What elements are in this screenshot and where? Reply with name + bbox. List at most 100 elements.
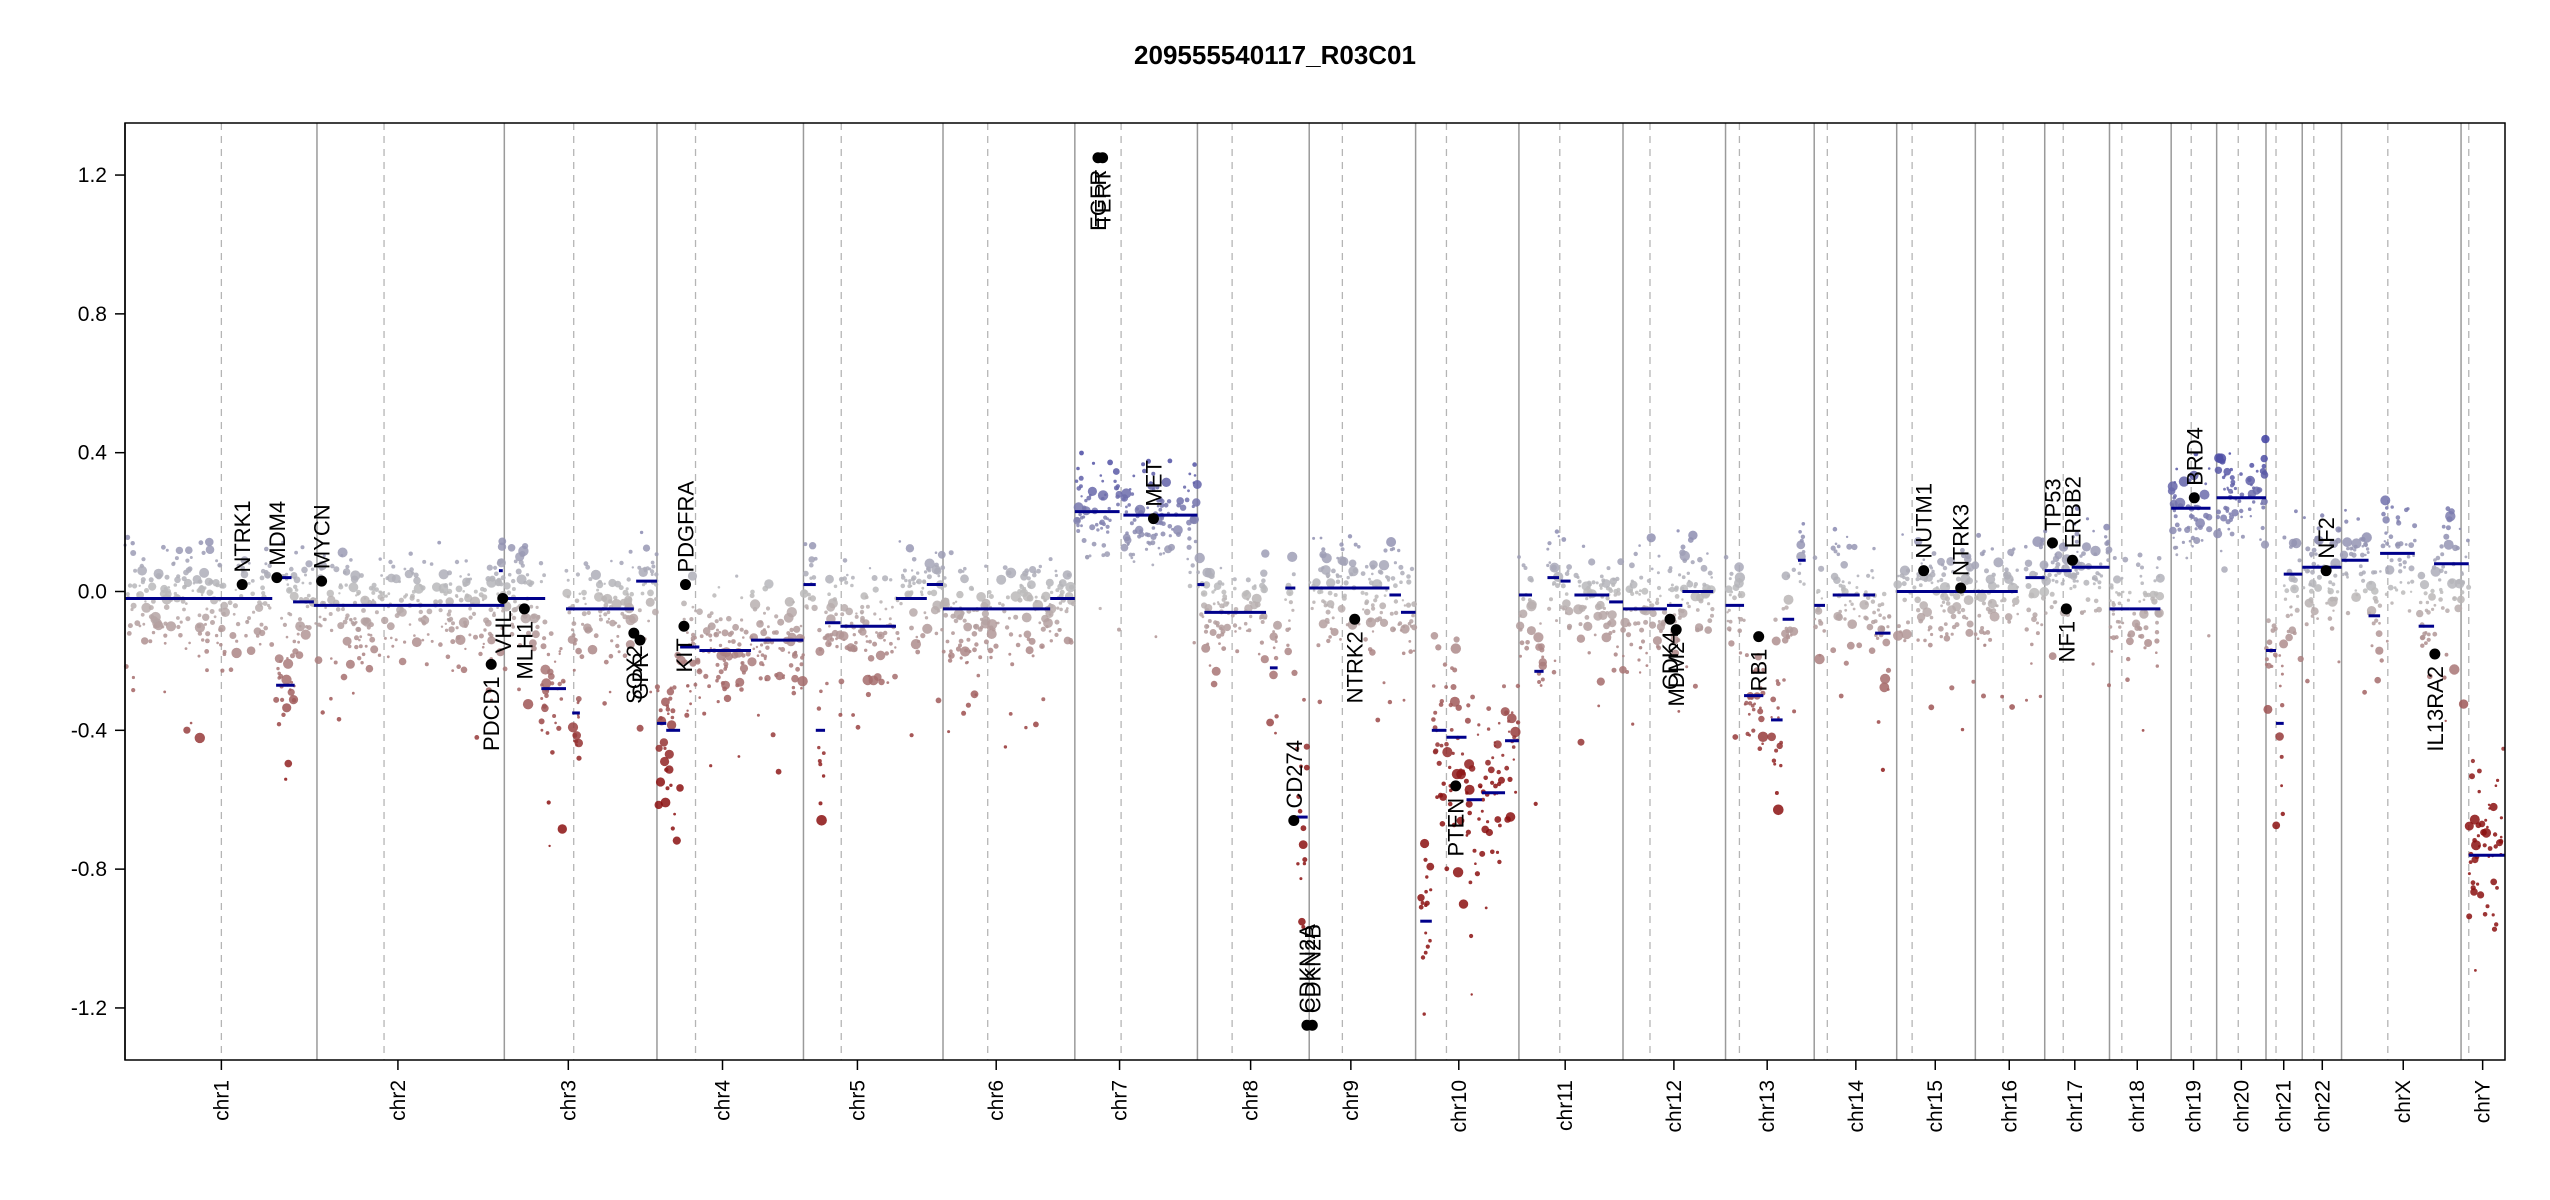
probe-point — [513, 599, 517, 604]
probe-point — [1058, 579, 1067, 587]
probe-point — [175, 546, 184, 555]
probe-points — [123, 434, 2506, 1016]
probe-point — [996, 621, 1000, 625]
probe-point — [1273, 655, 1279, 661]
probe-point — [2378, 621, 2381, 625]
probe-point — [584, 628, 589, 633]
probe-point — [2113, 575, 2122, 584]
probe-point — [1518, 609, 1528, 619]
probe-point — [1533, 632, 1544, 643]
probe-point — [1274, 731, 1277, 735]
probe-point — [547, 673, 555, 680]
probe-point — [2173, 481, 2177, 484]
probe-point — [904, 578, 908, 583]
probe-point — [188, 641, 191, 645]
probe-point — [1040, 645, 1044, 649]
probe-point — [2384, 531, 2388, 535]
x-tick-label-chr13: chr13 — [1756, 1080, 1779, 1133]
probe-point — [1501, 753, 1505, 757]
probe-point — [2282, 535, 2287, 540]
probe-point — [740, 596, 744, 600]
probe-point — [2016, 612, 2019, 616]
probe-point — [767, 625, 770, 629]
probe-point — [607, 617, 611, 621]
probe-point — [669, 783, 673, 787]
probe-point — [2155, 573, 2165, 583]
probe-point — [665, 786, 670, 791]
probe-point — [1248, 600, 1253, 605]
probe-point — [1728, 628, 1732, 632]
probe-point — [974, 642, 979, 647]
probe-point — [1260, 569, 1268, 577]
probe-point — [2024, 627, 2029, 632]
probe-point — [2285, 633, 2293, 642]
probe-point — [672, 836, 681, 845]
probe-point — [2362, 689, 2368, 695]
probe-point — [1348, 559, 1357, 568]
probe-point — [1330, 628, 1339, 636]
probe-point — [409, 595, 415, 601]
probe-point — [840, 612, 845, 617]
probe-point — [740, 661, 745, 665]
probe-point — [629, 591, 634, 597]
probe-point — [1744, 653, 1749, 658]
probe-point — [1990, 547, 1995, 551]
probe-point — [2387, 584, 2394, 591]
probe-point — [1048, 613, 1052, 616]
probe-point — [1382, 681, 1386, 685]
probe-point — [2385, 639, 2389, 643]
probe-point — [964, 648, 968, 653]
probe-point — [560, 678, 566, 684]
probe-point — [603, 612, 608, 617]
probe-point — [240, 570, 249, 579]
probe-point — [854, 640, 858, 645]
probe-point — [381, 616, 389, 625]
probe-point — [1221, 589, 1227, 595]
probe-point — [1163, 502, 1169, 508]
probe-point — [1679, 550, 1691, 562]
probe-point — [174, 556, 179, 561]
probe-point — [584, 602, 587, 606]
probe-point — [468, 606, 472, 611]
x-tick-label-chr22: chr22 — [2311, 1080, 2334, 1133]
probe-point — [891, 605, 894, 609]
probe-point — [548, 631, 554, 636]
probe-point — [2426, 632, 2431, 637]
probe-point — [1652, 636, 1662, 646]
probe-point — [304, 573, 307, 577]
probe-point — [1474, 871, 1480, 877]
probe-point — [2316, 574, 2322, 580]
probe-point — [306, 593, 311, 598]
probe-point — [743, 629, 749, 635]
probe-point — [2003, 571, 2012, 580]
probe-point — [1976, 591, 1987, 602]
probe-point — [752, 647, 756, 651]
probe-point — [531, 614, 536, 619]
probe-point — [529, 639, 537, 647]
probe-point — [1335, 579, 1341, 585]
probe-point — [1730, 590, 1734, 594]
probe-point — [2316, 526, 2321, 531]
probe-point — [1257, 652, 1261, 656]
probe-point — [1326, 574, 1330, 579]
probe-point — [1673, 586, 1679, 592]
gene-label-sox2: SOX2 — [622, 645, 647, 704]
probe-point — [996, 574, 1007, 585]
probe-point — [1549, 597, 1553, 602]
probe-point — [905, 592, 910, 597]
probe-point — [2091, 576, 2096, 581]
probe-point — [1423, 950, 1428, 955]
probe-point — [294, 550, 298, 555]
probe-point — [205, 545, 215, 554]
probe-point — [2297, 558, 2302, 563]
y-tick-label: -1.2 — [71, 997, 107, 1020]
probe-point — [2470, 880, 2476, 886]
probe-point — [829, 637, 835, 642]
probe-point — [378, 557, 382, 561]
gene-label-cdkn2a: CDKN2A — [1295, 924, 1320, 1014]
probe-point — [1581, 544, 1586, 548]
probe-point — [1775, 679, 1780, 683]
probe-point — [1222, 594, 1228, 599]
probe-point — [2144, 639, 2153, 647]
probe-point — [2097, 585, 2102, 590]
